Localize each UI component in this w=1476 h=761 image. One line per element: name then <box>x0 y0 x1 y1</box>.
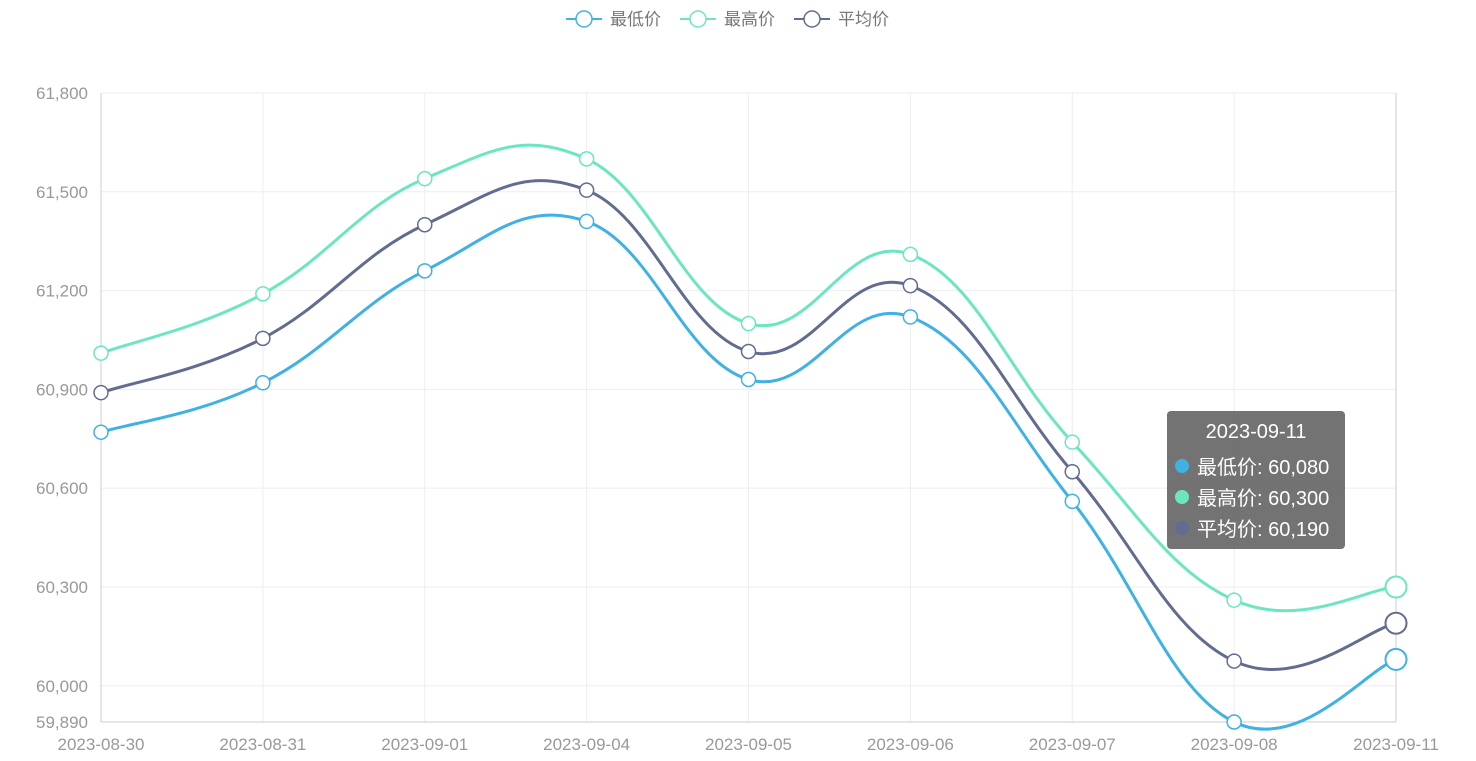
y-tick-label: 60,300 <box>36 578 88 597</box>
tooltip-dot-high <box>1175 489 1189 504</box>
data-point <box>1064 434 1080 450</box>
y-tick-label: 61,200 <box>36 282 88 301</box>
x-tick-label: 2023-09-05 <box>705 735 792 754</box>
data-point <box>93 384 109 401</box>
data-point <box>417 263 433 279</box>
data-point <box>93 424 109 440</box>
data-point <box>1064 493 1080 510</box>
data-point <box>255 375 271 391</box>
data-point <box>740 371 757 388</box>
data-point <box>1384 575 1408 599</box>
y-tick-label: 61,800 <box>36 84 88 103</box>
data-point <box>902 277 919 294</box>
y-tick-label: 60,900 <box>36 380 88 399</box>
data-point <box>1226 714 1242 730</box>
y-tick-label: 60,000 <box>36 677 88 696</box>
x-tick-label: 2023-09-07 <box>1029 735 1116 754</box>
legend-marker <box>689 10 707 28</box>
legend-marker <box>803 10 821 28</box>
x-tick-label: 2023-09-11 <box>1353 735 1439 754</box>
data-point <box>255 286 271 302</box>
x-tick-label: 2023-09-01 <box>381 735 468 754</box>
data-point <box>93 345 109 361</box>
data-point <box>255 330 271 347</box>
tooltip-value-avg: 平均价: 60,190 <box>1197 519 1330 541</box>
y-tick-label: 60,600 <box>36 479 88 498</box>
data-point <box>902 309 919 325</box>
x-tick-label: 2023-09-04 <box>543 735 630 754</box>
legend-label: 最低价 <box>610 10 661 29</box>
data-point <box>902 246 919 263</box>
data-point <box>578 213 595 230</box>
tooltip-row-low: 最低价: 60,080 <box>1175 450 1337 481</box>
legend-label: 最高价 <box>724 10 775 29</box>
data-point <box>417 170 433 187</box>
legend-label: 平均价 <box>838 10 889 29</box>
data-point <box>1226 653 1242 669</box>
tooltip-value-high: 最高价: 60,300 <box>1197 488 1330 510</box>
series-line <box>100 179 1397 671</box>
tooltip-row-high: 最高价: 60,300 <box>1175 481 1337 512</box>
data-point <box>1064 463 1080 480</box>
data-point <box>1384 611 1408 635</box>
x-tick-label: 2023-08-31 <box>219 735 306 754</box>
data-point <box>417 216 433 233</box>
chart-tooltip: 2023-09-11 最低价: 60,080 最高价: 60,300 平均价: … <box>1167 411 1345 549</box>
data-point <box>578 182 595 198</box>
tooltip-value-low: 最低价: 60,080 <box>1197 457 1330 479</box>
tooltip-dot-avg <box>1175 520 1189 535</box>
x-tick-label: 2023-09-08 <box>1191 735 1278 754</box>
data-point <box>578 151 595 167</box>
x-tick-label: 2023-08-30 <box>58 735 145 754</box>
y-tick-label: 61,500 <box>36 183 88 202</box>
data-point <box>740 343 757 360</box>
data-point <box>1226 592 1242 608</box>
x-tick-label: 2023-09-06 <box>867 735 954 754</box>
data-point <box>1384 647 1408 671</box>
tooltip-title: 2023-09-11 <box>1205 421 1307 443</box>
tooltip-dot-low <box>1175 458 1189 473</box>
data-point <box>740 315 757 332</box>
tooltip-row-avg: 平均价: 60,190 <box>1175 512 1337 543</box>
legend-marker <box>575 10 593 28</box>
series-line <box>100 213 1397 731</box>
y-tick-label: 59,890 <box>36 713 88 732</box>
